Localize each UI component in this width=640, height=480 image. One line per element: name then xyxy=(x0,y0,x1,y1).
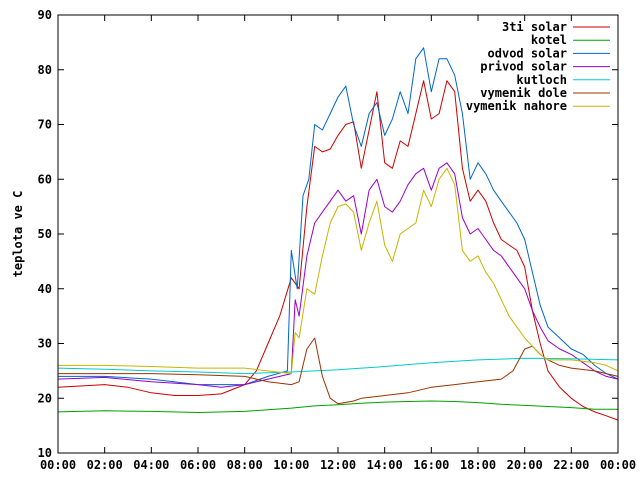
y-tick-label: 50 xyxy=(38,227,52,241)
legend-label: kotel xyxy=(531,33,567,47)
series-layer xyxy=(57,47,619,421)
x-tick-label: 18:00 xyxy=(460,458,496,472)
x-tick-label: 08:00 xyxy=(227,458,263,472)
x-tick-label: 16:00 xyxy=(413,458,449,472)
y-tick-label: 10 xyxy=(38,446,52,460)
x-tick-label: 20:00 xyxy=(507,458,543,472)
x-tick-label: 22:00 xyxy=(553,458,589,472)
x-tick-label: 10:00 xyxy=(273,458,309,472)
legend-label: vymenik dole xyxy=(480,86,567,100)
series-line-5 xyxy=(57,357,619,375)
y-tick-label: 20 xyxy=(38,391,52,405)
x-tick-label: 14:00 xyxy=(367,458,403,472)
y-tick-label: 70 xyxy=(38,118,52,132)
series-line-7 xyxy=(58,167,619,375)
series-line-2 xyxy=(57,400,618,413)
x-tick-label: 02:00 xyxy=(87,458,123,472)
series-line-3 xyxy=(58,47,619,386)
y-tick-label: 90 xyxy=(38,8,52,22)
x-tick-label: 12:00 xyxy=(320,458,356,472)
y-tick-label: 40 xyxy=(38,282,52,296)
ticks-layer: 10 20 30 40 50 60 70 80 90 00:00 02:00 04:00 06:00 08… xyxy=(38,8,637,472)
legend-label: kutloch xyxy=(516,73,567,87)
x-tick-label: 04:00 xyxy=(133,458,169,472)
legend-label: odvod solar xyxy=(488,46,567,60)
x-tick-label: 00:00 xyxy=(40,458,76,472)
y-tick-label: 30 xyxy=(38,337,52,351)
legend-label: vymenik nahore xyxy=(466,99,567,113)
legend-label: 3ti solar xyxy=(502,20,567,34)
x-tick-label: 06:00 xyxy=(180,458,216,472)
y-tick-label: 80 xyxy=(38,63,52,77)
series-line-1 xyxy=(57,80,619,421)
x-tick-label: 00:00 xyxy=(600,458,636,472)
y-tick-label: 60 xyxy=(38,172,52,186)
series-line-4 xyxy=(57,162,619,388)
legend-label: privod solar xyxy=(480,60,567,74)
y-axis-title: teplota ve C xyxy=(11,191,25,278)
